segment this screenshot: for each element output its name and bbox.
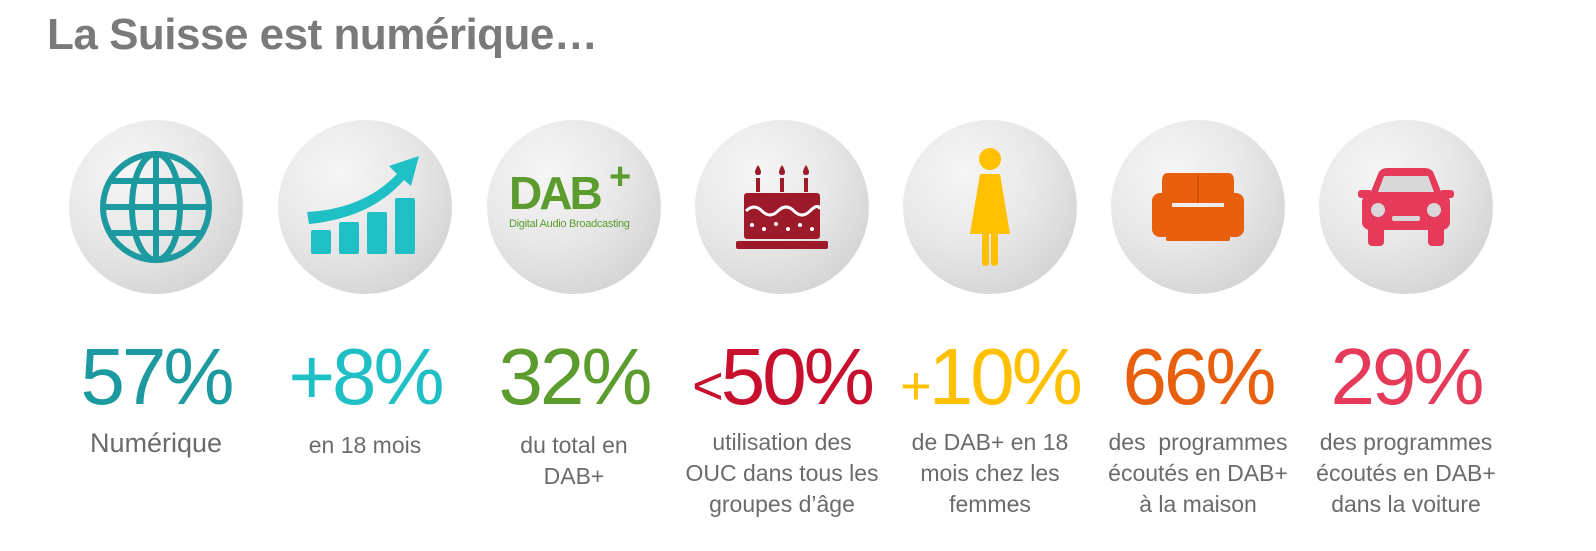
stat-label: des programmes écoutés en DAB+ dans la v… <box>1316 429 1496 517</box>
stat-value: 66% <box>1122 332 1276 421</box>
growth-chart-icon <box>307 156 419 254</box>
stat-card-digital: 57% Numérique <box>52 0 260 551</box>
icon-circle: DAB + Digital Audio Broadcasting <box>487 120 661 294</box>
stat-value: 29% <box>1330 332 1484 421</box>
stat-value: <50% <box>692 332 875 421</box>
stat-value: +8% <box>288 332 444 421</box>
car-icon <box>1358 168 1454 246</box>
stat-value: +10% <box>900 332 1083 421</box>
stat-label: du total en DAB+ <box>520 432 628 489</box>
stat-label: Numérique <box>89 428 223 458</box>
stat-value: 57% <box>80 332 234 421</box>
birthday-cake-icon <box>736 165 828 249</box>
stat-label: des programmes écoutés en DAB+ à la mais… <box>1108 429 1288 517</box>
icon-circle <box>69 120 243 294</box>
icon-circle <box>1319 120 1493 294</box>
icon-circle <box>1111 120 1285 294</box>
icon-circle <box>695 120 869 294</box>
dab-plus-logo: DAB + Digital Audio Broadcasting <box>509 156 632 230</box>
stat-card-growth: +8% en 18 mois <box>261 0 469 551</box>
stat-value: 32% <box>498 332 652 421</box>
stat-card-fm-usage: <50% utilisation des OUC dans tous les g… <box>678 0 886 551</box>
stat-label: utilisation des OUC dans tous les groupe… <box>685 429 879 517</box>
page-title: La Suisse est numérique… <box>47 10 598 59</box>
stat-card-dab: DAB + Digital Audio Broadcasting 32% du … <box>470 0 678 551</box>
icon-circle <box>903 120 1077 294</box>
stat-label: de DAB+ en 18 mois chez les femmes <box>911 429 1069 517</box>
stat-card-car: 29% des programmes écoutés en DAB+ dans … <box>1302 0 1510 551</box>
icon-circle <box>278 120 452 294</box>
stat-card-home: 66% des programmes écoutés en DAB+ à la … <box>1094 0 1302 551</box>
stat-label: en 18 mois <box>308 432 422 458</box>
stat-card-women: +10% de DAB+ en 18 mois chez les femmes <box>886 0 1094 551</box>
globe-icon <box>100 151 212 263</box>
woman-icon <box>970 148 1010 266</box>
armchair-icon <box>1152 173 1244 241</box>
